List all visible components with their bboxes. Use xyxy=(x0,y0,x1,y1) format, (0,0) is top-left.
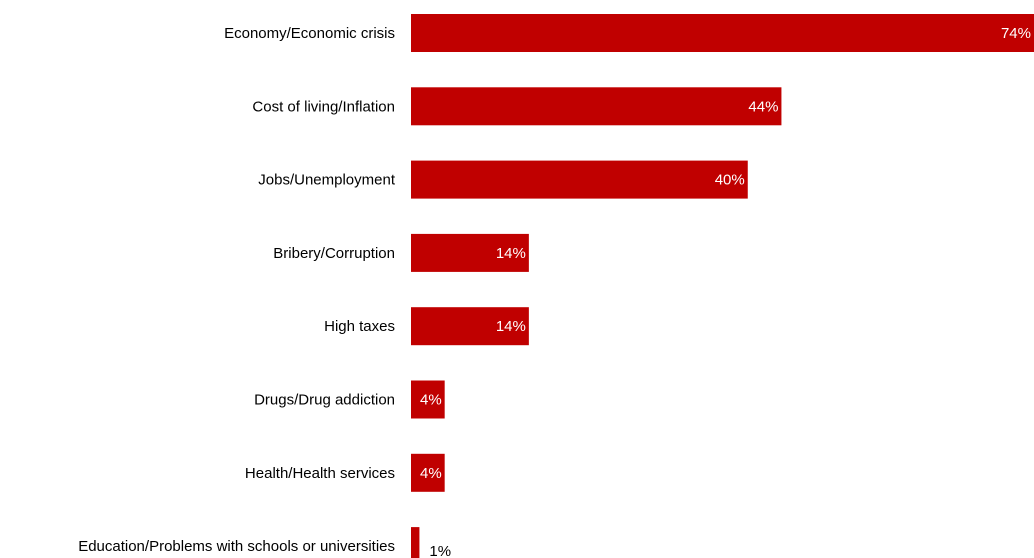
value-label: 1% xyxy=(429,543,451,558)
bar xyxy=(411,161,748,199)
value-label: 14% xyxy=(496,245,526,262)
category-label: Education/Problems with schools or unive… xyxy=(78,538,395,555)
value-label: 74% xyxy=(1001,25,1031,42)
value-label: 14% xyxy=(496,318,526,335)
value-label: 4% xyxy=(420,465,442,482)
bar xyxy=(411,527,419,558)
value-label: 40% xyxy=(715,172,745,189)
category-label: Jobs/Unemployment xyxy=(258,172,396,189)
bars xyxy=(411,14,1034,558)
value-label: 44% xyxy=(748,98,778,115)
category-label: High taxes xyxy=(324,318,395,335)
category-labels: Economy/Economic crisis Cost of living/In… xyxy=(78,25,396,555)
category-label: Cost of living/Inflation xyxy=(252,98,395,115)
category-label: Economy/Economic crisis xyxy=(224,25,395,42)
bar xyxy=(411,14,1034,52)
category-label: Health/Health services xyxy=(245,465,395,482)
category-label: Drugs/Drug addiction xyxy=(254,392,395,409)
category-label: Bribery/Corruption xyxy=(273,245,395,262)
bar xyxy=(411,87,781,125)
value-label: 4% xyxy=(420,392,442,409)
